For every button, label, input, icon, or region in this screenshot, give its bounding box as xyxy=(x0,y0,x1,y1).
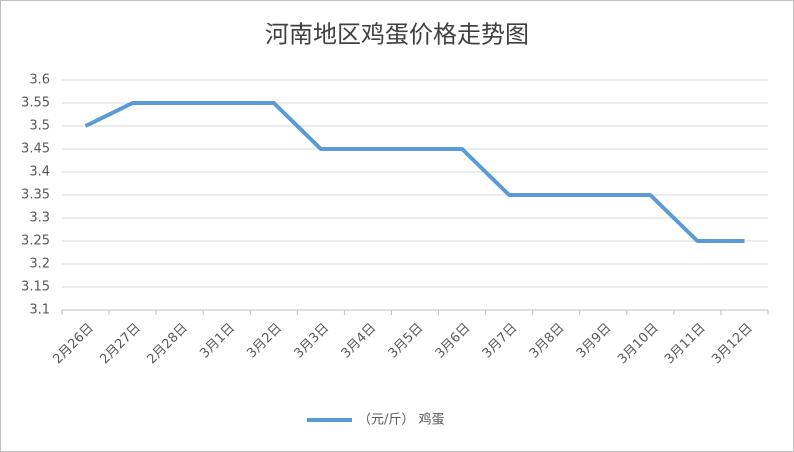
y-tick-label: 3.35 xyxy=(21,188,50,203)
y-tick-label: 3.5 xyxy=(29,119,50,134)
legend-label: （元/斤） 鸡蛋 xyxy=(358,412,445,428)
y-tick-label: 3.4 xyxy=(29,165,50,180)
chart-title: 河南地区鸡蛋价格走势图 xyxy=(265,21,529,49)
y-tick-label: 3.25 xyxy=(21,234,50,249)
y-tick-label: 3.15 xyxy=(21,280,50,295)
y-tick-label: 3.1 xyxy=(29,303,50,318)
y-tick-label: 3.3 xyxy=(29,211,50,226)
y-tick-label: 3.45 xyxy=(21,142,50,157)
y-tick-label: 3.55 xyxy=(21,96,50,111)
y-tick-label: 3.6 xyxy=(29,73,50,88)
line xyxy=(84,101,745,243)
y-tick-label: 3.2 xyxy=(29,257,50,272)
